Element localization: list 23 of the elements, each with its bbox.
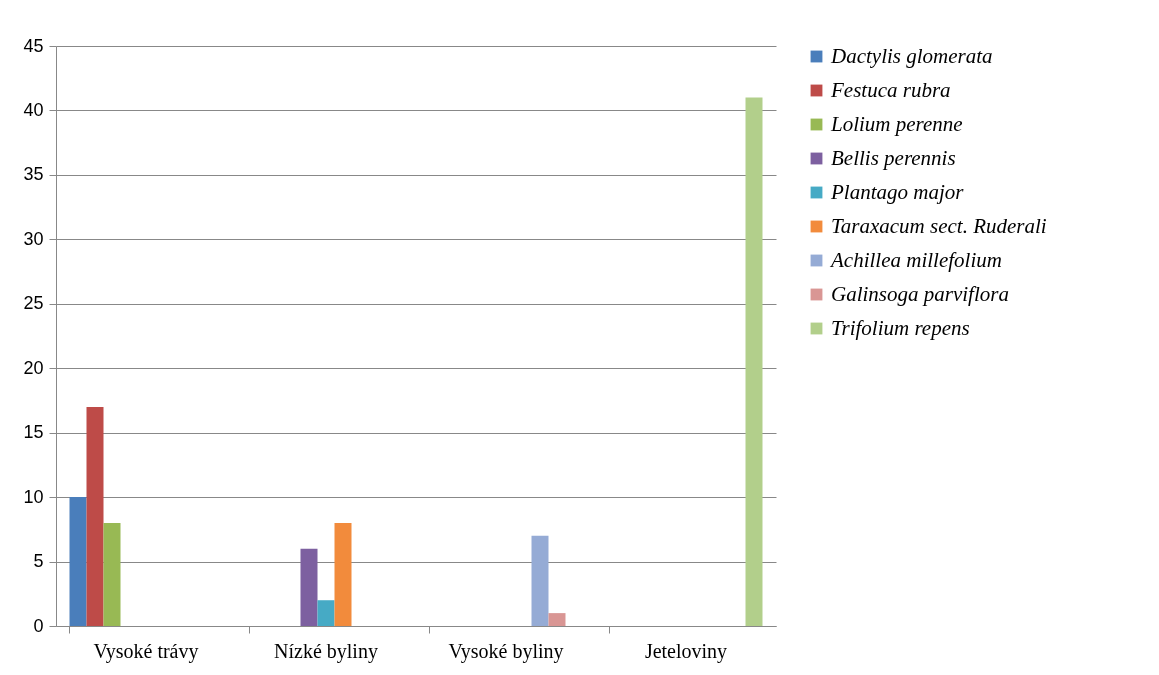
y-tick-label: 35 [23,164,44,185]
x-tick-label: Jeteloviny [644,639,728,663]
y-tick-label: 20 [23,357,44,378]
legend-label: Achillea millefolium [829,247,1002,272]
y-tick-label: 25 [23,293,44,314]
legend-label: Festuca rubra [830,77,951,102]
y-tick-label: 10 [23,486,44,507]
legend-label: Taraxacum sect. Ruderali [831,213,1047,238]
x-tick-label: Vysoké trávy [93,639,199,663]
y-tick-label: 30 [23,228,44,249]
legend-label: Lolium perenne [830,111,963,136]
x-tick-label: Vysoké byliny [448,639,564,663]
y-tick-label: 15 [23,422,44,443]
y-tick-label: 45 [23,35,44,56]
y-tick-label: 5 [33,551,44,572]
y-tick-label: 40 [23,99,44,120]
legend-label: Trifolium repens [831,315,970,340]
legend-label: Galinsoga parviflora [831,281,1009,306]
legend-label: Plantago major [830,179,965,204]
legend-label: Dactylis glomerata [830,43,993,68]
x-tick-label: Nízké byliny [274,639,378,663]
y-tick-label: 0 [33,615,44,636]
legend-label: Bellis perennis [831,145,956,170]
